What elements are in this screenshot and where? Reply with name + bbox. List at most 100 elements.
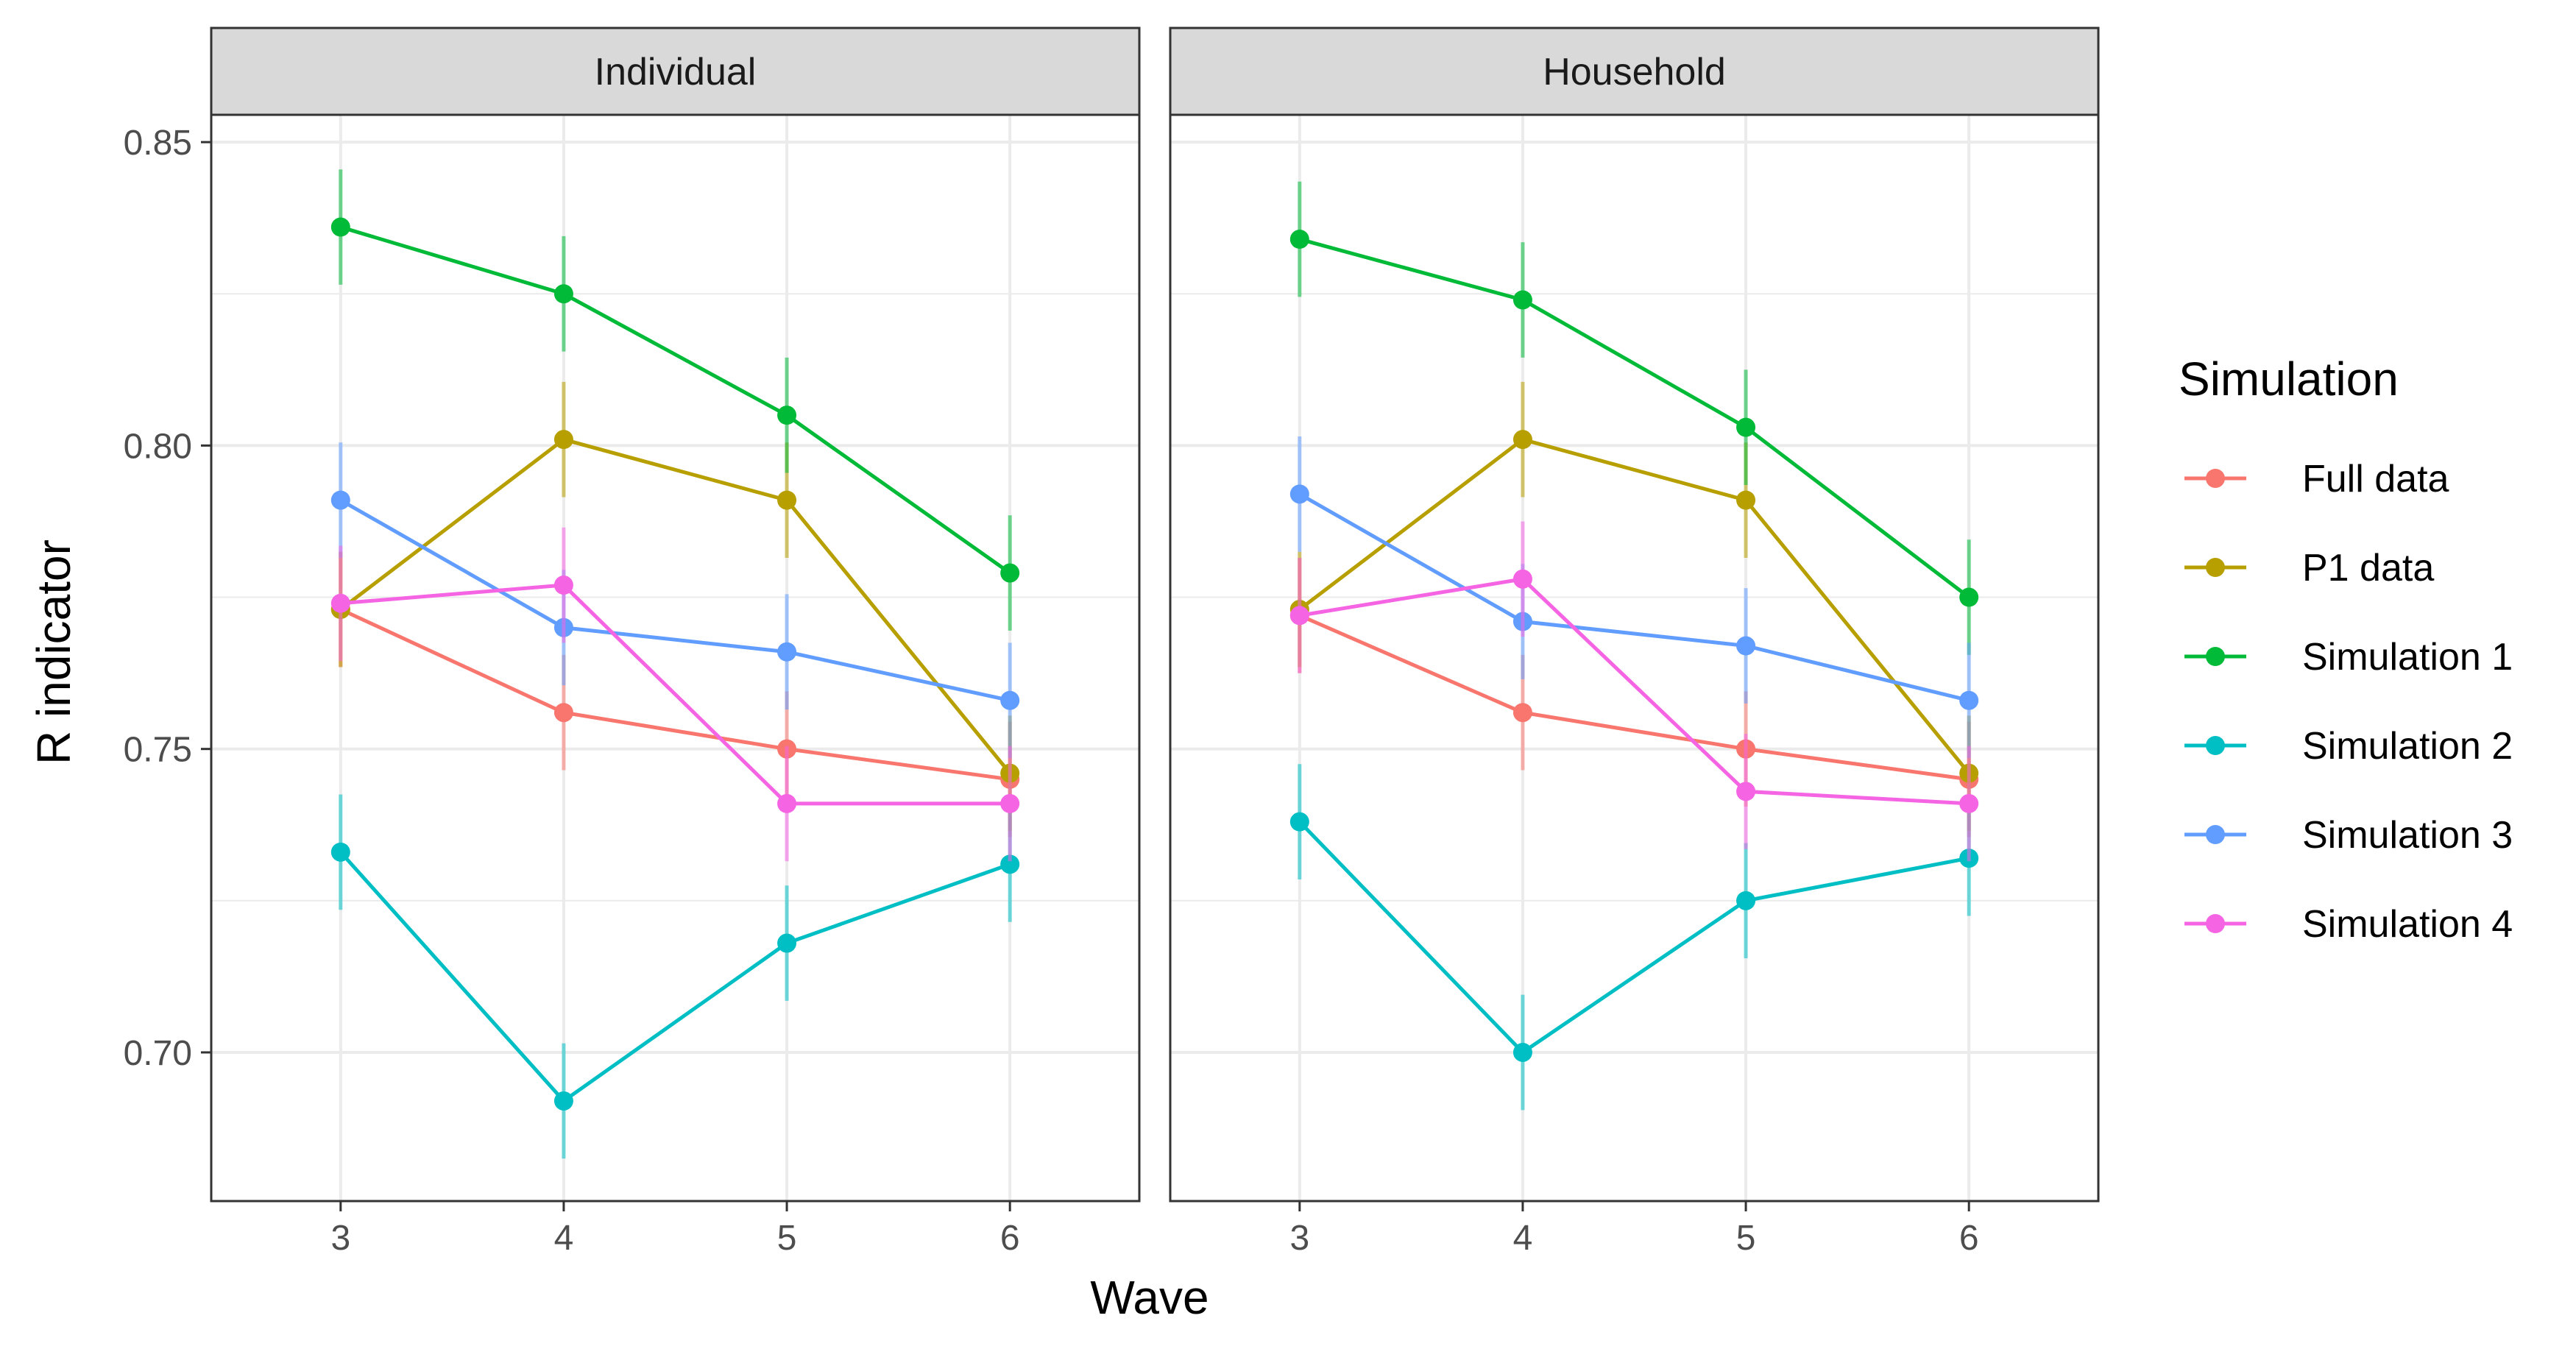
facet-strip — [210, 26, 1141, 116]
data-point — [1000, 793, 1020, 813]
data-point — [553, 1091, 573, 1111]
legend-label: Simulation 4 — [2302, 903, 2513, 946]
legend-label: Simulation 2 — [2302, 725, 2513, 768]
legend-label: Full data — [2302, 458, 2449, 500]
legend-label: Simulation 1 — [2302, 636, 2513, 679]
x-tick-label: 3 — [1289, 1219, 1309, 1258]
series-simulation-4 — [1289, 521, 1979, 862]
x-tick-label: 5 — [1736, 1219, 1756, 1258]
y-tick-label: 0.85 — [124, 124, 192, 163]
panel-border — [210, 113, 1141, 1203]
facet-strip-label: Individual — [595, 51, 757, 93]
y-tick-label: 0.75 — [124, 731, 192, 770]
series-line — [1299, 577, 1970, 806]
data-point — [1289, 484, 1309, 504]
axis-titles: Wave R indicator — [27, 539, 1209, 1324]
legend-key-point — [2206, 469, 2225, 488]
data-point — [1512, 703, 1532, 723]
legend-item: Simulation 2 — [2184, 725, 2513, 768]
data-point — [553, 576, 573, 595]
data-point — [777, 406, 797, 425]
data-point — [553, 430, 573, 450]
data-point — [1289, 606, 1309, 626]
legend-item: Simulation 3 — [2184, 814, 2513, 857]
data-point — [1736, 636, 1756, 656]
legend-item: Simulation 1 — [2184, 636, 2513, 679]
legend-label: Simulation 3 — [2302, 814, 2513, 857]
data-point — [1959, 690, 1979, 710]
legend-title: Simulation — [2179, 353, 2399, 406]
data-point — [1512, 430, 1532, 450]
x-tick-label: 4 — [1513, 1219, 1533, 1258]
data-point — [1000, 854, 1020, 874]
panel-border — [1169, 113, 2100, 1203]
data-point — [330, 842, 350, 862]
data-point — [1000, 563, 1020, 583]
legend-key-point — [2206, 825, 2225, 844]
series-line — [339, 437, 1012, 775]
data-point — [777, 793, 797, 813]
panel-household: Household 3 4 5 6 — [1169, 26, 2100, 1258]
x-axis-title: Wave — [1090, 1271, 1209, 1324]
legend-item: Full data — [2184, 458, 2449, 500]
data-point — [1736, 782, 1756, 801]
data-point — [1736, 417, 1756, 437]
facet-panels: Individual 3 4 5 6 0.70 0.75 0.80 0.85 Household 3… — [124, 26, 2100, 1258]
data-point — [1512, 1042, 1532, 1062]
series-line — [340, 583, 1011, 806]
data-point — [1736, 490, 1756, 510]
data-point — [330, 217, 350, 237]
data-point — [330, 490, 350, 510]
x-tick-label: 5 — [777, 1219, 797, 1258]
data-point — [777, 490, 797, 510]
legend-items: Full data P1 data Simulation 1 Simulation 2… — [2184, 458, 2513, 946]
series-line — [339, 851, 1011, 1104]
series-simulation-1 — [1289, 181, 1979, 655]
data-point — [1289, 812, 1309, 832]
series-simulation-2 — [330, 794, 1020, 1159]
x-tick-label: 6 — [1959, 1219, 1979, 1258]
series-line — [340, 225, 1011, 575]
data-point — [777, 933, 797, 953]
legend-item: P1 data — [2184, 547, 2434, 589]
series-line — [1299, 237, 1970, 599]
series-line — [1298, 437, 1971, 775]
x-tick-label: 6 — [1000, 1219, 1020, 1258]
legend-key-point — [2206, 558, 2225, 577]
series-line — [339, 498, 1011, 703]
panel-individual: Individual 3 4 5 6 0.70 0.75 0.80 0.85 — [124, 26, 1141, 1258]
plot-background — [1170, 115, 2098, 1201]
legend-key-point — [2206, 914, 2225, 933]
facet-strip-label: Household — [1543, 51, 1726, 93]
series-line — [1298, 613, 1970, 782]
data-point — [1289, 230, 1309, 249]
series-line — [339, 607, 1011, 782]
series-simulation-4 — [330, 527, 1020, 862]
data-point — [1000, 690, 1020, 710]
y-axis-title: R indicator — [27, 539, 80, 765]
legend-key-point — [2206, 736, 2225, 755]
facet-strip — [1169, 26, 2100, 116]
legend: Simulation Full data P1 data Simulation 1 S… — [2179, 353, 2513, 946]
plot-background — [211, 115, 1139, 1201]
series-line — [1298, 820, 1970, 1055]
series-simulation-1 — [330, 169, 1020, 631]
y-tick-label: 0.80 — [124, 427, 192, 466]
series-line — [1298, 492, 1970, 703]
data-point — [1736, 891, 1756, 910]
data-point — [330, 593, 350, 613]
legend-label: P1 data — [2302, 547, 2434, 589]
series-simulation-3 — [330, 442, 1020, 759]
legend-key-point — [2206, 647, 2225, 666]
data-point — [777, 642, 797, 662]
x-tick-label: 4 — [554, 1219, 574, 1258]
y-tick-label: 0.70 — [124, 1034, 192, 1073]
x-tick-label: 3 — [330, 1219, 350, 1258]
data-point — [1512, 569, 1532, 589]
data-point — [553, 284, 573, 304]
data-point — [1959, 587, 1979, 607]
legend-item: Simulation 4 — [2184, 903, 2513, 946]
data-point — [553, 703, 573, 723]
data-point — [1512, 290, 1532, 310]
